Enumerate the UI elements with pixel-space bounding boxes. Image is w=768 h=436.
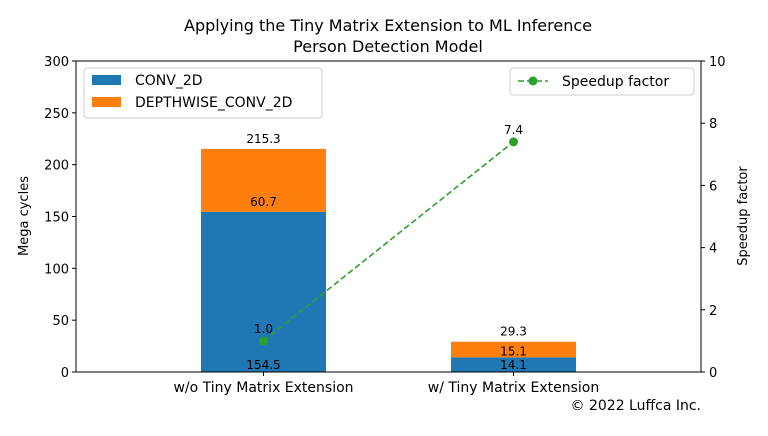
y2-tick-label: 4	[709, 242, 717, 257]
legend-label: CONV_2D	[135, 73, 203, 89]
y-tick-label: 100	[44, 262, 69, 277]
legend-label: DEPTHWISE_CONV_2D	[135, 95, 292, 111]
legend-label: Speedup factor	[562, 74, 669, 90]
chart-subtitle: Person Detection Model	[293, 37, 483, 56]
speedup-label: 1.0	[254, 322, 273, 336]
bar-conv2d	[451, 357, 576, 372]
bar-value-label: 154.5	[246, 358, 280, 372]
y2-tick-label: 6	[709, 179, 717, 194]
bar-depthwise-conv2d	[201, 148, 326, 212]
y-tick-label: 300	[44, 55, 69, 70]
y-tick-label: 50	[52, 314, 69, 329]
bar-total-label: 215.3	[246, 132, 280, 146]
x-tick-label: w/o Tiny Matrix Extension	[173, 380, 353, 396]
bar-value-label: 60.7	[250, 195, 277, 209]
y2-tick-label: 2	[709, 304, 717, 319]
bar-conv2d	[201, 211, 326, 372]
y2-axis-label: Speedup factor	[736, 166, 751, 266]
footer-copyright: © 2022 Luffca Inc.	[571, 398, 701, 414]
bar-depthwise-conv2d	[451, 341, 576, 358]
legend-left-box	[83, 67, 323, 119]
y-tick-label: 150	[44, 211, 69, 226]
legend-marker	[528, 76, 538, 86]
speedup-line	[263, 141, 514, 342]
legend-swatch	[92, 75, 121, 85]
speedup-point	[259, 336, 268, 346]
legend-swatch	[92, 97, 121, 107]
y2-tick-label: 10	[709, 55, 726, 70]
y-tick-label: 200	[44, 159, 69, 174]
bar-value-label: 15.1	[500, 344, 527, 358]
bar-total-label: 29.3	[500, 325, 527, 339]
y-axis-label: Mega cycles	[17, 176, 32, 256]
speedup-point	[509, 137, 518, 147]
x-tick-label: w/ Tiny Matrix Extension	[428, 380, 600, 396]
y-tick-label: 0	[61, 366, 69, 381]
y2-tick-label: 0	[709, 366, 717, 381]
chart-title: Applying the Tiny Matrix Extension to ML…	[184, 16, 592, 35]
y-tick-label: 250	[44, 107, 69, 122]
speedup-label: 7.4	[504, 123, 523, 137]
plot-area: 154.560.7215.314.115.129.31.07.405010015…	[44, 55, 725, 396]
y2-tick-label: 8	[709, 117, 717, 132]
legend-right-box	[509, 67, 695, 96]
bar-value-label: 14.1	[500, 358, 527, 372]
